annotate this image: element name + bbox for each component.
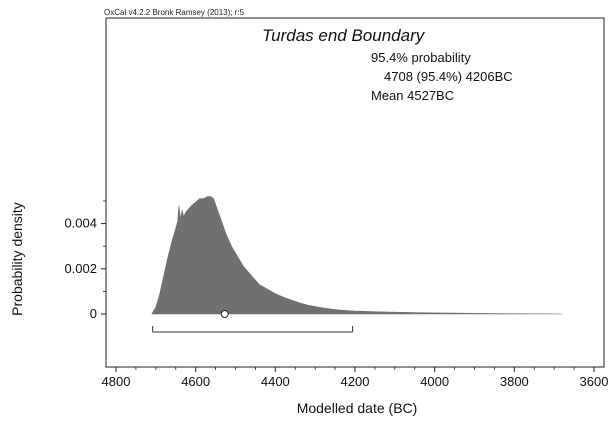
- y-tick-label-0: 0: [90, 306, 97, 321]
- chart-title: Turdas end Boundary: [262, 26, 426, 45]
- x-axis: 4800 4600 4400 4200 4000 3800 3600: [102, 367, 609, 389]
- credit-text: OxCal v4.2.2 Bronk Ramsey (2013); r:5: [104, 8, 245, 17]
- density-area: [151, 196, 563, 315]
- annotation-mean: Mean 4527BC: [371, 88, 454, 103]
- mean-marker: [220, 310, 229, 318]
- plot-frame: [105, 17, 605, 368]
- annotation-range: 4708 (95.4%) 4206BC: [384, 69, 513, 84]
- y-tick-label-1: 0.002: [64, 261, 97, 276]
- y-tick-label-2: 0.004: [64, 216, 97, 231]
- x-tick-label-4600: 4600: [181, 374, 210, 389]
- x-tick-label-4000: 4000: [420, 374, 449, 389]
- x-axis-label: Modelled date (BC): [297, 400, 418, 416]
- x-tick-label-3600: 3600: [580, 374, 609, 389]
- y-axis: 0 0.002 0.004: [64, 200, 106, 321]
- x-tick-label-3800: 3800: [500, 374, 529, 389]
- x-tick-label-4200: 4200: [341, 374, 370, 389]
- x-tick-label-4800: 4800: [102, 374, 131, 389]
- density-layer: [151, 196, 563, 333]
- annotation-probability: 95.4% probability: [371, 50, 471, 65]
- y-axis-label: Probability density: [9, 202, 25, 316]
- x-tick-label-4400: 4400: [261, 374, 290, 389]
